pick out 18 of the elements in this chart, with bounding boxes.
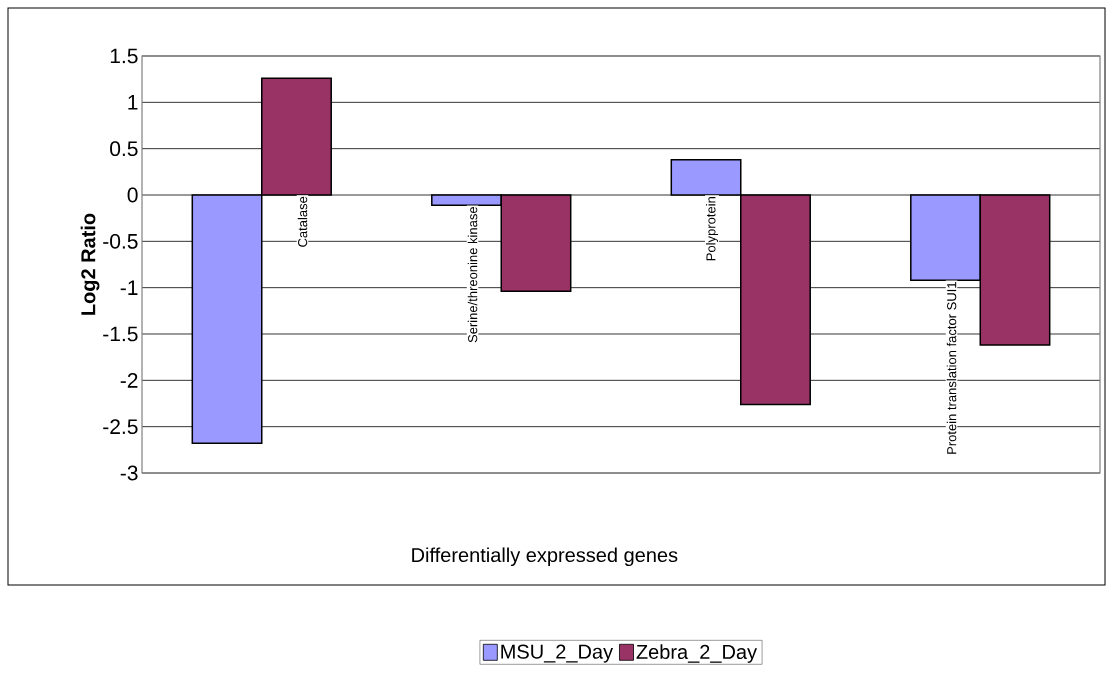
y-tick-label: -0.5 bbox=[103, 233, 138, 249]
y-tick-label: -1 bbox=[120, 280, 138, 295]
y-tick-label: 1 bbox=[128, 95, 138, 110]
legend-label: MSU_2_Day bbox=[501, 644, 614, 663]
y-axis-title: Log2 Ratio bbox=[80, 213, 100, 315]
y-tick-label: -3 bbox=[120, 465, 138, 481]
y-tick-label: 1.5 bbox=[110, 48, 138, 64]
y-tick-label: 0.5 bbox=[110, 141, 138, 157]
y-tick-label: -2 bbox=[120, 373, 138, 388]
y-tick-label: -1.5 bbox=[103, 326, 138, 342]
legend-label: Zebra_2_Day bbox=[636, 644, 758, 663]
y-tick-label: 0 bbox=[127, 187, 138, 203]
x-axis-title: Differentially expressed genes bbox=[412, 547, 678, 567]
x-tick-label: Catalase bbox=[297, 196, 308, 247]
x-tick-label: Serine/threonine kinase bbox=[467, 207, 478, 343]
x-tick-label: Polyprotein bbox=[705, 197, 719, 261]
y-tick-label: -2.5 bbox=[103, 419, 138, 435]
x-tick-label: Protein translation factor SUI1 bbox=[946, 282, 957, 454]
